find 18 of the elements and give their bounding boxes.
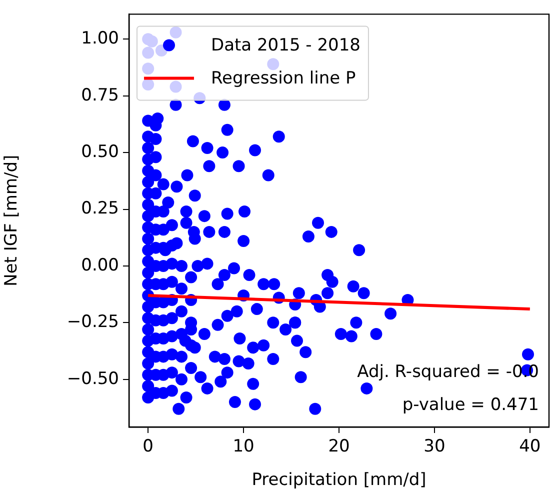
y-tick-label: −0.50: [66, 368, 119, 389]
x-axis-title: Precipitation [mm/d]: [252, 470, 426, 490]
legend-label: Regression line P: [211, 68, 356, 89]
annotation: Adj. R-squared = -0.0: [357, 362, 539, 382]
y-tick-label: 0.00: [81, 255, 119, 276]
annotation: p-value = 0.471: [402, 395, 539, 415]
x-tick-label: 30: [424, 436, 446, 457]
legend-label: Data 2015 - 2018: [211, 36, 360, 56]
x-tick-label: 20: [328, 436, 350, 457]
y-axis-title: Net IGF [mm/d]: [2, 154, 22, 286]
y-tick-label: −0.25: [66, 312, 119, 332]
y-tick-label: 0.50: [81, 142, 119, 162]
y-tick-label: 0.25: [81, 198, 119, 219]
x-tick-label: 40: [519, 436, 541, 457]
y-tick-label: 0.75: [81, 85, 119, 106]
y-tick-label: 1.00: [81, 28, 119, 49]
x-tick-label: 0: [142, 436, 154, 457]
x-tick-label: 10: [232, 436, 254, 457]
